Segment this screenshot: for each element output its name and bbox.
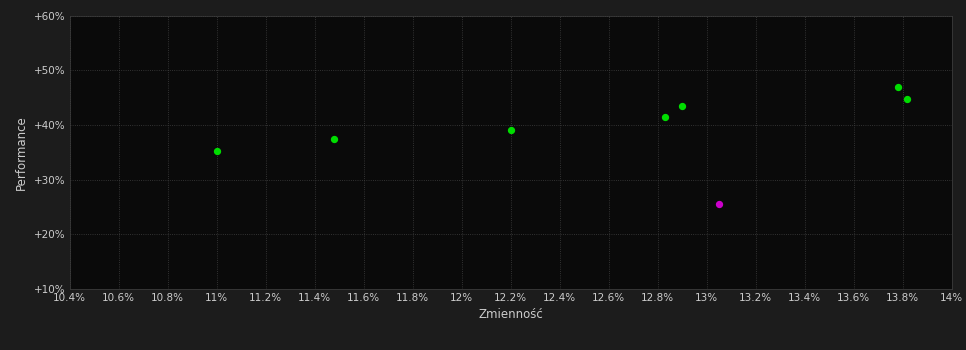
X-axis label: Zmienność: Zmienność xyxy=(478,308,543,321)
Point xyxy=(209,148,224,153)
Point xyxy=(711,201,726,206)
Point xyxy=(899,97,915,102)
Point xyxy=(890,84,905,90)
Point xyxy=(327,136,342,141)
Point xyxy=(502,128,518,133)
Point xyxy=(674,103,690,108)
Y-axis label: Performance: Performance xyxy=(15,115,28,190)
Point xyxy=(657,114,672,120)
